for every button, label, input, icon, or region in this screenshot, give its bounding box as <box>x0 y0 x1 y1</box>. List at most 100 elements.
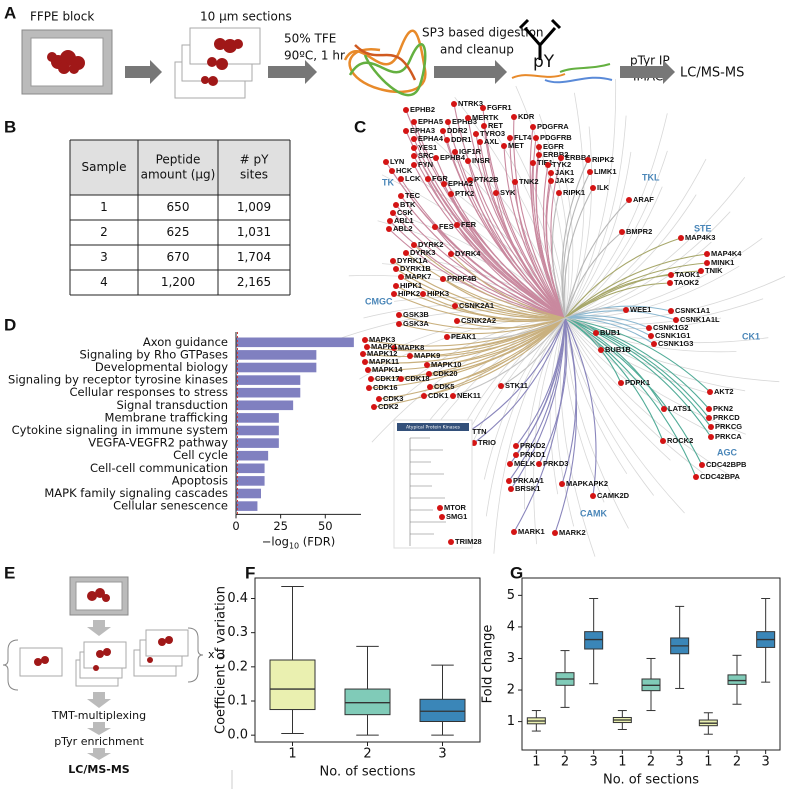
tree-branch <box>367 317 566 371</box>
tree-branch <box>378 317 566 400</box>
kinase-dot <box>648 333 654 339</box>
tree-branch <box>515 85 567 319</box>
kinase-dot <box>398 274 404 280</box>
kinase-label: CDK2 <box>378 402 398 411</box>
kinase-label: CSNK1G3 <box>658 339 693 348</box>
tree-branch <box>564 150 668 319</box>
category-label: Developmental biology <box>95 360 228 374</box>
x-tick-label: 1 <box>288 747 296 762</box>
kinase-dot <box>678 235 684 241</box>
y-tick-label: 0.1 <box>227 694 248 709</box>
tree-branch <box>564 194 697 319</box>
kinase-label: BMPR2 <box>626 227 652 236</box>
kinase-label: TEC <box>405 191 421 200</box>
kinase-label: SMG1 <box>446 512 467 521</box>
x-axis-label-part: 10 <box>289 541 299 550</box>
kinase-label: MAPK14 <box>372 365 403 374</box>
kinase-dot <box>391 345 397 351</box>
kinase-dot <box>393 266 399 272</box>
tree-branch <box>531 162 566 319</box>
tree-branch <box>500 317 566 387</box>
tree-branch <box>508 317 566 482</box>
panel-label: F <box>245 563 255 582</box>
kinase-label: PDGFRB <box>540 133 572 142</box>
kinase-label: DYRK4 <box>455 249 481 258</box>
kinase-dot <box>706 415 712 421</box>
kinase-label: INSR <box>472 156 491 165</box>
kinase-dot <box>618 380 624 386</box>
kinase-dot <box>508 486 514 492</box>
kinase-dot <box>437 505 443 511</box>
kinase-dot <box>411 162 417 168</box>
kinase-label: HIPK1 <box>400 281 422 290</box>
protein-strands <box>343 29 427 97</box>
kinase-label: LCK <box>405 174 421 183</box>
kinase-dot <box>623 307 629 313</box>
kinase-dot <box>398 176 404 182</box>
tree-branch <box>513 116 566 319</box>
tree-branch <box>555 317 575 527</box>
kinase-label: TTN <box>472 427 487 436</box>
kinase-dot <box>360 351 366 357</box>
step-label: pTyr enrichment <box>54 735 144 748</box>
arrow <box>87 692 111 708</box>
bar <box>236 413 279 423</box>
category-label: Cell cycle <box>173 448 228 462</box>
tree-branch <box>564 317 780 383</box>
bar <box>236 400 294 411</box>
kinase-dot <box>513 452 519 458</box>
category-label: VEGFA-VEGFR2 pathway <box>88 436 228 450</box>
tree-branch <box>435 157 566 319</box>
kinase-label: LYN <box>390 157 404 166</box>
table-cell: 3 <box>100 250 108 264</box>
brace <box>187 627 204 683</box>
kinase-label: EPHB4 <box>440 153 466 162</box>
kinase-label: MTOR <box>444 503 467 512</box>
tree-branch <box>564 317 712 395</box>
table-cell: 2 <box>100 225 108 239</box>
kinase-label: DDR2 <box>447 126 467 135</box>
step-label: 90ºC, 1 hr <box>284 49 345 63</box>
table-cell: 1,031 <box>237 225 271 239</box>
kinase-label: MAPK1 <box>371 342 397 351</box>
tissue <box>201 38 243 86</box>
kinase-label: ABL2 <box>393 224 413 233</box>
kinase-label: CSNK1A1 <box>675 306 710 315</box>
kinase-dot <box>619 229 625 235</box>
tree-branch <box>564 126 592 319</box>
tree-branch <box>564 298 764 325</box>
kinase-label: CDK18 <box>405 374 430 383</box>
kinase-label: EPHA2 <box>448 179 473 188</box>
arrow <box>87 748 111 760</box>
kinase-dot <box>396 321 402 327</box>
kinase-label: MET <box>508 141 524 150</box>
x-tick-label: 0 <box>232 519 239 533</box>
arrow <box>620 60 675 84</box>
y-tick-label: 3 <box>507 651 515 666</box>
table-cell: 4 <box>100 275 108 289</box>
kinase-dot <box>668 308 674 314</box>
table-header: Peptide <box>156 153 201 167</box>
kinase-dot <box>376 396 382 402</box>
kinase-dot <box>393 202 399 208</box>
kinase-label: PRKD1 <box>520 450 545 459</box>
tree-branch <box>446 317 566 340</box>
kinase-label: EPHA5 <box>418 117 443 126</box>
group-label: TKL <box>642 172 660 182</box>
kinase-label: BRSK1 <box>515 484 540 493</box>
kinase-dot <box>558 155 564 161</box>
y-axis-label: Coefficient of variation <box>214 586 229 734</box>
tree-branch <box>373 317 566 408</box>
tree-branch <box>562 171 591 319</box>
kinase-label: IGF1R <box>459 147 482 156</box>
kinase-label: HCK <box>396 166 413 175</box>
brace <box>2 639 19 691</box>
kinase-dot <box>507 461 513 467</box>
kinase-label: MAPK3 <box>369 335 395 344</box>
y-tick-label: 5 <box>507 588 515 603</box>
tree-branch <box>456 224 566 319</box>
kinase-label: PRKD2 <box>520 441 545 450</box>
kinase-dot <box>699 462 705 468</box>
box <box>727 674 747 685</box>
kinase-label: MAPK12 <box>367 349 397 358</box>
